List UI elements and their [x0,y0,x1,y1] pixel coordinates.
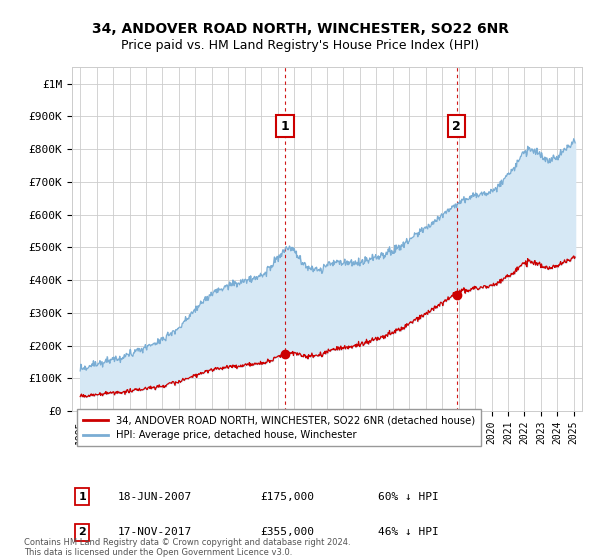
Text: 1: 1 [281,120,290,133]
Text: Contains HM Land Registry data © Crown copyright and database right 2024.
This d: Contains HM Land Registry data © Crown c… [24,538,350,557]
Legend: 34, ANDOVER ROAD NORTH, WINCHESTER, SO22 6NR (detached house), HPI: Average pric: 34, ANDOVER ROAD NORTH, WINCHESTER, SO22… [77,409,481,446]
Text: 17-NOV-2017: 17-NOV-2017 [118,528,192,537]
Text: 60% ↓ HPI: 60% ↓ HPI [378,492,439,502]
Text: 2: 2 [79,528,86,537]
Text: 46% ↓ HPI: 46% ↓ HPI [378,528,439,537]
Text: Price paid vs. HM Land Registry's House Price Index (HPI): Price paid vs. HM Land Registry's House … [121,39,479,52]
Text: 18-JUN-2007: 18-JUN-2007 [118,492,192,502]
Text: 2: 2 [452,120,461,133]
Text: 1: 1 [79,492,86,502]
Text: £175,000: £175,000 [260,492,314,502]
Text: £355,000: £355,000 [260,528,314,537]
Text: 34, ANDOVER ROAD NORTH, WINCHESTER, SO22 6NR: 34, ANDOVER ROAD NORTH, WINCHESTER, SO22… [91,22,509,36]
